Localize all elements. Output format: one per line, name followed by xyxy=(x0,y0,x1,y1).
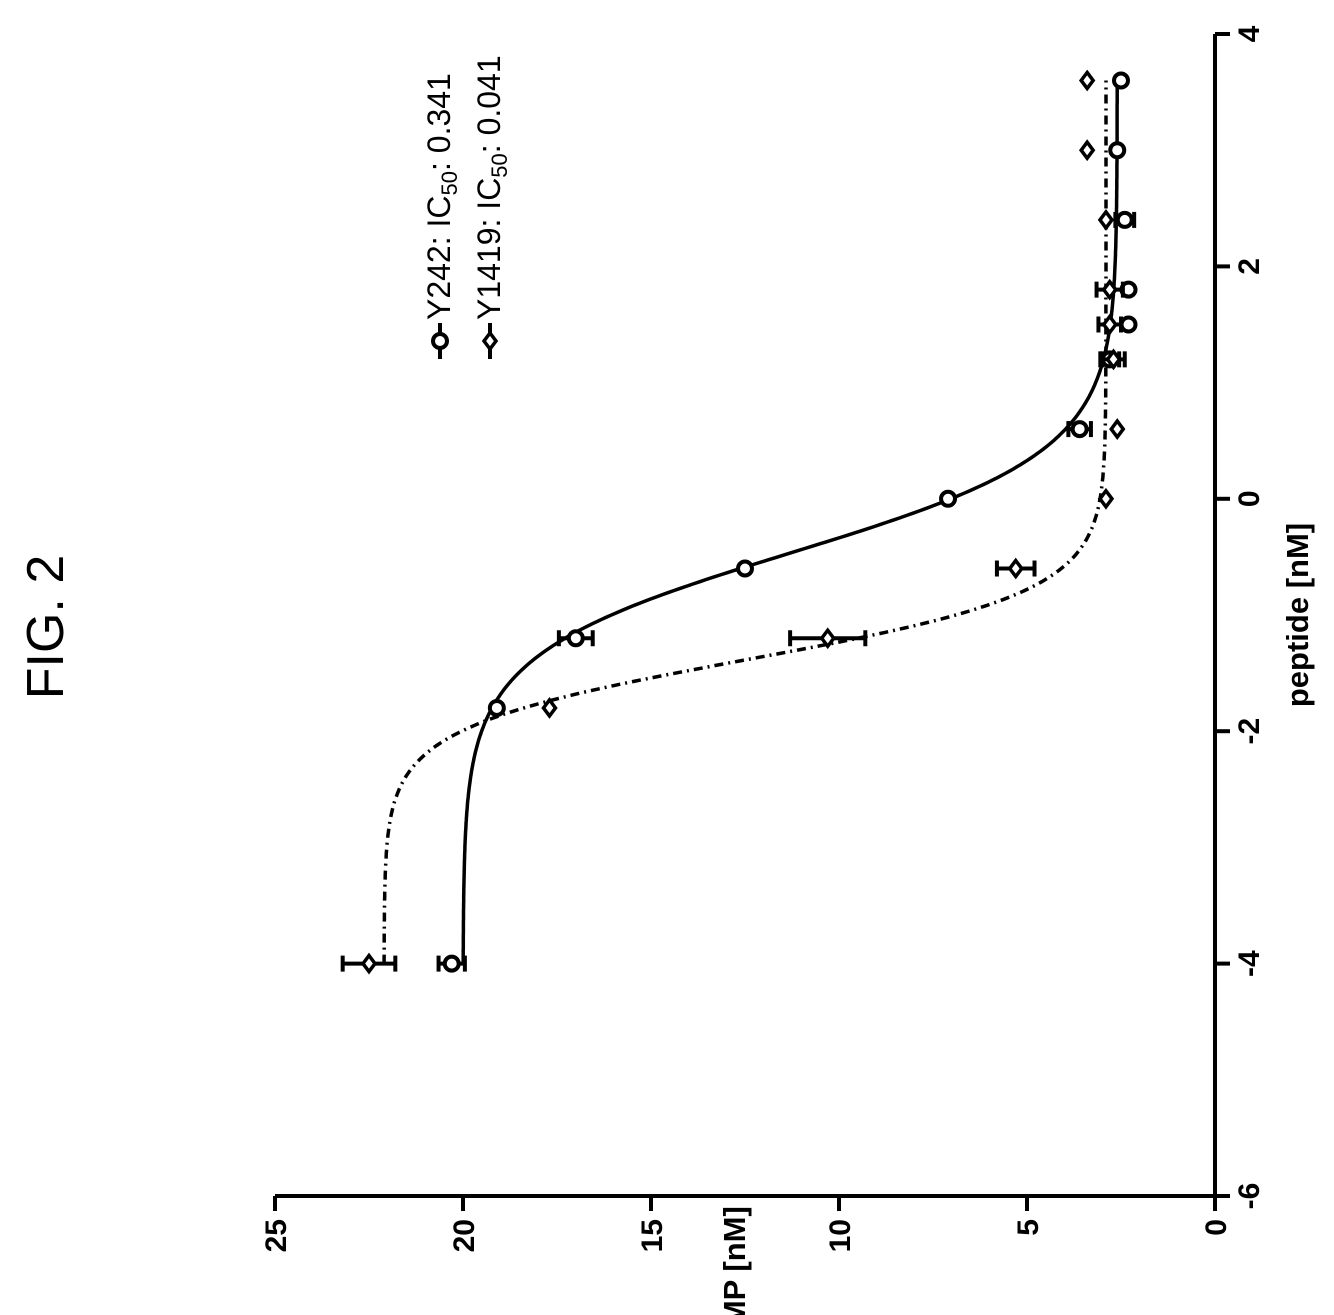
x-tick-label: 4 xyxy=(1233,25,1266,42)
axes: -6 -4 -2 0 2 4 0 5 10 15 20 25 peptide [nM] cAMP [nM] xyxy=(260,25,1315,1315)
data-point-y1419 xyxy=(1078,69,1096,92)
data-point-y242 xyxy=(487,698,506,717)
data-point-y242 xyxy=(1115,210,1134,229)
legend: Y242: IC50: 0.341 Y1419: IC50: 0.041 xyxy=(421,55,512,359)
data-points xyxy=(340,69,1138,975)
data-point-y1419 xyxy=(1007,557,1024,580)
data-point-y242 xyxy=(939,489,958,508)
legend-item-y1419: Y1419: IC50: 0.041 xyxy=(471,55,512,359)
data-point-y1419 xyxy=(819,627,836,650)
y-tick-label: 20 xyxy=(448,1219,481,1252)
data-point-y242 xyxy=(1112,71,1130,90)
x-tick-label: -2 xyxy=(1233,718,1266,745)
data-point-y242 xyxy=(442,954,461,973)
x-tick-label: 2 xyxy=(1233,258,1266,275)
data-point-y1419 xyxy=(1105,348,1122,371)
data-point-y242 xyxy=(1070,420,1089,439)
data-point-y242 xyxy=(566,629,585,648)
legend-marker-y242 xyxy=(431,332,449,350)
data-point-y1419 xyxy=(1097,209,1115,231)
y-axis-title: cAMP [nM] xyxy=(717,1206,752,1315)
fit-curve-y242 xyxy=(461,80,1119,964)
x-tick-label: -6 xyxy=(1233,1183,1266,1210)
data-point-y242 xyxy=(1108,141,1127,160)
x-tick-label: -4 xyxy=(1233,950,1266,977)
legend-item-y242: Y242: IC50: 0.341 xyxy=(421,73,462,359)
data-point-y242 xyxy=(736,559,754,578)
y-tick-label: 25 xyxy=(260,1219,293,1252)
data-point-y1419 xyxy=(360,952,378,975)
data-point-y1419 xyxy=(1097,487,1115,510)
x-axis-title: peptide [nM] xyxy=(1280,523,1315,707)
data-point-y1419 xyxy=(1109,418,1126,440)
y-tick-label: 10 xyxy=(824,1219,857,1252)
legend-marker-y1419 xyxy=(481,330,499,352)
y-tick-label: 5 xyxy=(1012,1219,1045,1236)
legend-label-y242: Y242: IC50: 0.341 xyxy=(421,73,462,320)
legend-label-y1419: Y1419: IC50: 0.041 xyxy=(471,55,512,320)
x-tick-label: 0 xyxy=(1233,490,1266,507)
y-tick-label: 15 xyxy=(636,1219,669,1252)
figure-label: FIG. 2 xyxy=(17,555,75,699)
data-point-y1419 xyxy=(1101,313,1118,336)
data-point-y1419 xyxy=(1101,278,1118,301)
y-tick-label: 0 xyxy=(1200,1219,1233,1236)
data-point-y1419 xyxy=(541,697,558,719)
data-point-y242 xyxy=(1119,315,1138,334)
data-point-y1419 xyxy=(1078,139,1096,162)
